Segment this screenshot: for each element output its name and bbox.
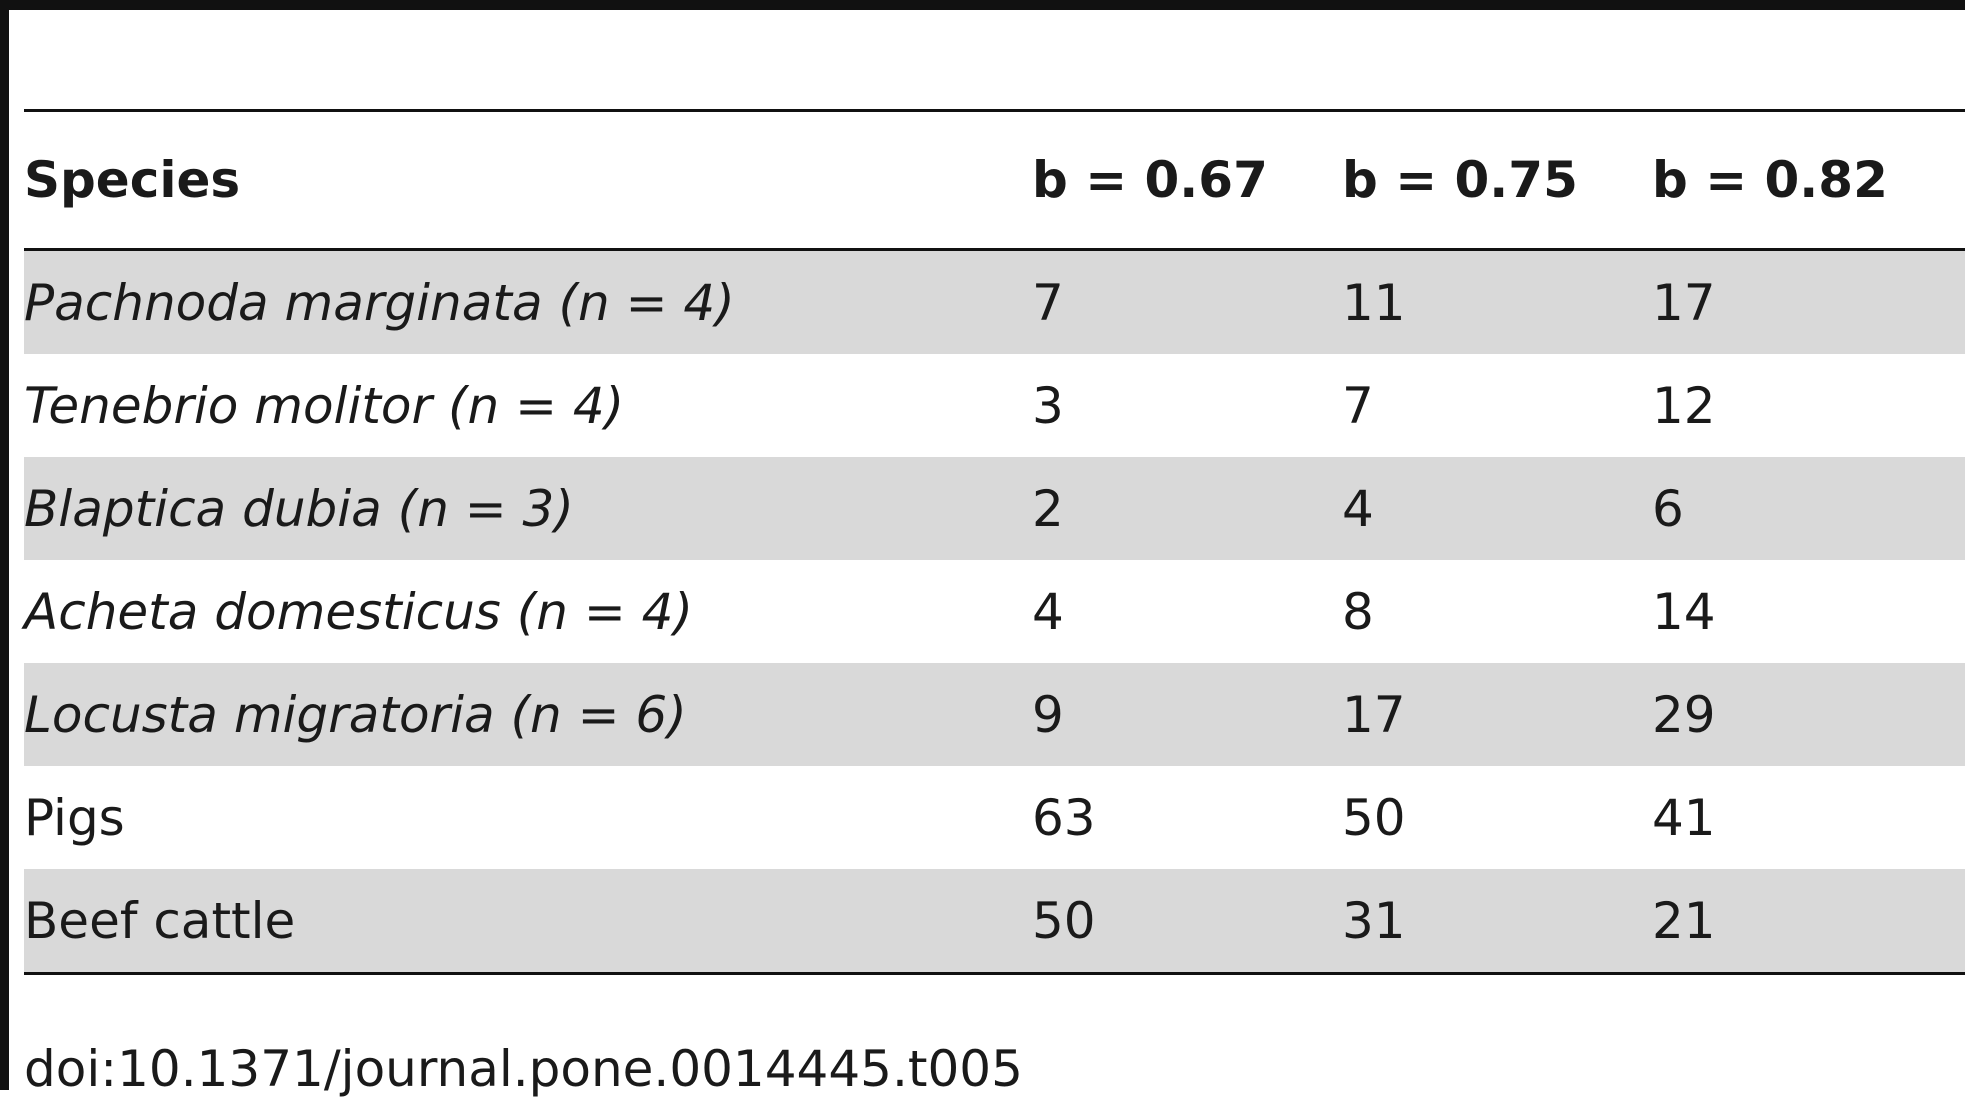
top-border-rule <box>9 0 1965 10</box>
value-cell: 31 <box>1342 869 1652 974</box>
value-cell: 4 <box>1032 582 1064 641</box>
table-row: Beef cattle 50 31 21 <box>24 869 1965 974</box>
species-cell: Pigs <box>24 788 125 847</box>
value-cell: 50 <box>1342 788 1406 847</box>
table-container: Species b = 0.67 b = 0.75 b = 0.82 Pachn… <box>24 109 1965 975</box>
value-cell: 12 <box>1652 376 1716 435</box>
left-border-rule <box>0 0 9 1090</box>
value-cell: 9 <box>1032 663 1342 766</box>
species-cell: Locusta migratoria (n = 6) <box>24 663 1032 766</box>
table-row: Locusta migratoria (n = 6) 9 17 29 <box>24 663 1965 766</box>
value-cell: 21 <box>1652 869 1965 974</box>
value-cell: 11 <box>1342 249 1652 354</box>
value-cell: 17 <box>1342 663 1652 766</box>
species-cell: Tenebrio molitor (n = 4) <box>24 376 625 435</box>
value-cell: 50 <box>1032 869 1342 974</box>
species-cell: Pachnoda marginata (n = 4) <box>24 249 1032 354</box>
value-cell: 8 <box>1342 582 1374 641</box>
doi-footer: doi:10.1371/journal.pone.0014445.t005 <box>24 1040 1023 1098</box>
value-cell: 14 <box>1652 582 1716 641</box>
value-cell: 17 <box>1652 249 1965 354</box>
species-cell: Blaptica dubia (n = 3) <box>24 457 1032 560</box>
species-cell: Beef cattle <box>24 869 1032 974</box>
value-cell: 4 <box>1342 457 1652 560</box>
header-b-082: b = 0.82 <box>1652 110 1965 251</box>
table-row: Blaptica dubia (n = 3) 2 4 6 <box>24 457 1965 560</box>
table-header-row: Species b = 0.67 b = 0.75 b = 0.82 <box>24 110 1965 251</box>
value-cell: 41 <box>1652 788 1716 847</box>
header-b-075: b = 0.75 <box>1342 110 1652 251</box>
table-row: Pigs 63 50 41 <box>24 766 1965 869</box>
value-cell: 63 <box>1032 788 1096 847</box>
value-cell: 3 <box>1032 376 1064 435</box>
table-row: Pachnoda marginata (n = 4) 7 11 17 <box>24 249 1965 354</box>
value-cell: 6 <box>1652 457 1965 560</box>
table-row: Tenebrio molitor (n = 4) 3 7 12 <box>24 354 1965 457</box>
data-table: Species b = 0.67 b = 0.75 b = 0.82 Pachn… <box>24 109 1965 975</box>
species-cell: Acheta domesticus (n = 4) <box>24 582 693 641</box>
table-row: Acheta domesticus (n = 4) 4 8 14 <box>24 560 1965 663</box>
header-species: Species <box>24 110 1032 251</box>
value-cell: 2 <box>1032 457 1342 560</box>
value-cell: 29 <box>1652 663 1965 766</box>
value-cell: 7 <box>1342 376 1374 435</box>
value-cell: 7 <box>1032 249 1342 354</box>
header-b-067: b = 0.67 <box>1032 110 1342 251</box>
